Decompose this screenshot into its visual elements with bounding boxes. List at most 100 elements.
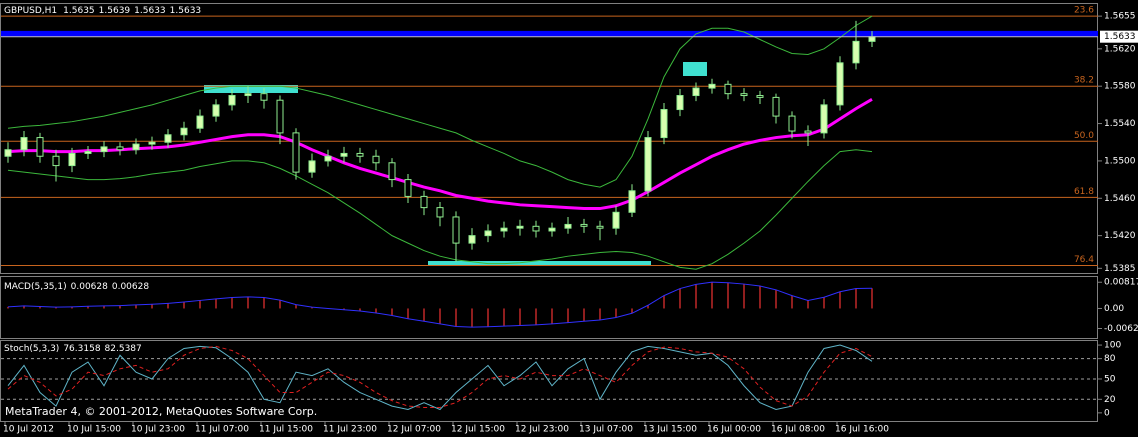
- candle-body: [228, 95, 236, 106]
- candle-body: [580, 223, 588, 227]
- readout: 0.00628: [112, 282, 149, 292]
- chart-title: GBPUSD,H1 1.5635 1.5639 1.5633 1.5633: [4, 6, 201, 16]
- candle-body: [164, 134, 172, 143]
- stoch-title: Stoch(5,3,3) 76.3158 82.5387: [4, 344, 142, 354]
- stoch-panel-frame: [0, 340, 1098, 422]
- candle-body: [532, 225, 540, 232]
- indicator-name: Stoch(5,3,3): [4, 344, 59, 354]
- fib-label: 23.6: [1074, 6, 1094, 16]
- price-panel-frame: [0, 3, 1098, 274]
- y-tick-label: 1.5540: [1104, 119, 1136, 129]
- candle-body: [180, 127, 188, 136]
- candle-body: [420, 195, 428, 209]
- x-tick-label: 12 Jul 15:00: [451, 425, 505, 435]
- x-tick-label: 11 Jul 23:00: [323, 425, 377, 435]
- candle-body: [68, 152, 76, 167]
- x-tick-label: 11 Jul 07:00: [195, 425, 249, 435]
- y-tick-label: 0: [1104, 408, 1110, 418]
- candle-body: [52, 155, 60, 167]
- candle-body: [308, 160, 316, 173]
- candle-body: [404, 179, 412, 197]
- x-tick-label: 13 Jul 15:00: [643, 425, 697, 435]
- x-tick-label: 11 Jul 15:00: [259, 425, 313, 435]
- candle-body: [4, 149, 12, 157]
- x-tick-label: 12 Jul 07:00: [387, 425, 441, 435]
- candle-body: [292, 132, 300, 173]
- candle-body: [356, 152, 364, 157]
- stoch-line: [7, 344, 873, 411]
- candle-body: [260, 93, 268, 101]
- candle-body: [804, 130, 812, 134]
- fib-label: 76.4: [1074, 255, 1094, 265]
- x-tick-label: 16 Jul 00:00: [707, 425, 761, 435]
- candle-body: [756, 95, 764, 98]
- candle-body: [324, 155, 332, 162]
- candle-body: [132, 143, 140, 151]
- candle-body: [244, 93, 252, 97]
- candle-body: [740, 93, 748, 97]
- y-tick-label: 1.5655: [1104, 12, 1136, 22]
- x-tick-label: 16 Jul 16:00: [835, 425, 889, 435]
- readout: 76.3158: [63, 344, 100, 354]
- stoch-line: [7, 345, 873, 408]
- fib-label: 61.8: [1074, 187, 1094, 197]
- y-tick-label: 80: [1104, 354, 1116, 364]
- fib-label: 50.0: [1074, 131, 1094, 141]
- candle-body: [612, 211, 620, 229]
- candle-body: [724, 83, 732, 95]
- y-tick-label: 1.5580: [1104, 82, 1136, 92]
- x-tick-label: 10 Jul 23:00: [131, 425, 185, 435]
- symbol: GBPUSD,H1: [4, 6, 57, 16]
- candle-body: [788, 115, 796, 132]
- plot-layer: 1.5655 1.5620 1.5580 1.5540 1.5500 1.5460 1.54…: [1, 6, 1138, 435]
- y-tick-label: 50: [1104, 374, 1116, 384]
- highlight-box: [683, 62, 707, 76]
- y-tick-label: 0.00817: [1104, 278, 1138, 288]
- x-tick-label: 10 Jul 2012: [3, 425, 54, 435]
- readout: 82.5387: [105, 344, 142, 354]
- x-tick-label: 12 Jul 23:00: [515, 425, 569, 435]
- candle-body: [676, 95, 684, 111]
- ohlc-close: 1.5633: [170, 6, 202, 16]
- macd-panel-frame: [0, 276, 1098, 339]
- bollinger-band: [7, 15, 873, 188]
- fib-label: 38.2: [1074, 76, 1094, 86]
- candle-body: [548, 227, 556, 232]
- ohlc-open: 1.5635: [63, 6, 95, 16]
- candle-body: [516, 225, 524, 229]
- candle-body: [212, 104, 220, 117]
- candle-body: [84, 151, 92, 154]
- candle-body: [484, 230, 492, 237]
- candle-body: [468, 235, 476, 244]
- candle-body: [116, 146, 124, 151]
- candle-body: [772, 96, 780, 117]
- candle-body: [196, 115, 204, 129]
- candle-body: [628, 190, 636, 213]
- candle-body: [148, 141, 156, 145]
- ohlc-high: 1.5639: [99, 6, 131, 16]
- y-tick-label: 1.5500: [1104, 156, 1136, 166]
- readout: 0.00628: [71, 282, 108, 292]
- candle-body: [868, 36, 876, 42]
- candle-body: [596, 225, 604, 229]
- candle-body: [36, 137, 44, 157]
- macd-title: MACD(5,35,1) 0.00628 0.00628: [4, 282, 149, 292]
- candle-body: [836, 62, 844, 106]
- y-tick-label: 0.00: [1104, 304, 1124, 314]
- candle-body: [340, 152, 348, 157]
- candle-body: [660, 109, 668, 139]
- price-label-bg: [1100, 30, 1138, 43]
- candle-body: [372, 155, 380, 164]
- y-tick-label: 1.5620: [1104, 44, 1136, 54]
- candle-body: [852, 40, 860, 64]
- candle-body: [500, 227, 508, 232]
- candle-body: [388, 162, 396, 181]
- y-tick-label: 1.5420: [1104, 231, 1136, 241]
- x-tick-label: 10 Jul 15:00: [67, 425, 121, 435]
- candle-body: [692, 87, 700, 97]
- y-tick-label: -0.00624: [1104, 324, 1138, 334]
- candle-body: [708, 83, 716, 89]
